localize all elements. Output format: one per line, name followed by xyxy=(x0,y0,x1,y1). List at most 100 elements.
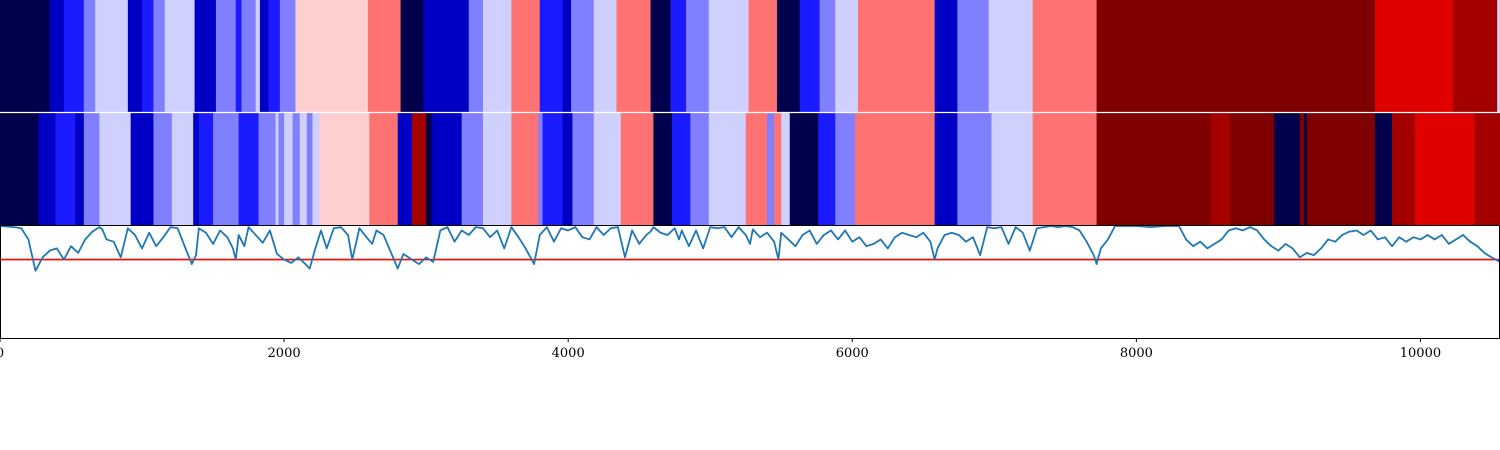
ground-truth-segments-segment-19 xyxy=(400,0,424,112)
predicted-strip xyxy=(0,111,1500,225)
predicted-segments-segment-13 xyxy=(238,113,259,225)
ground-truth-segments-segment-4 xyxy=(95,0,129,112)
predicted-segments-segment-9 xyxy=(171,113,194,225)
ground-truth-segments-segment-32 xyxy=(708,0,749,112)
x-tick-label-3: 6000 xyxy=(836,346,869,361)
predicted-segments-segment-21 xyxy=(312,113,320,225)
predicted-segments-segment-3 xyxy=(75,113,85,225)
ground-truth-segments-segment-26 xyxy=(571,0,595,112)
ground-truth-segments-segment-35 xyxy=(799,0,821,112)
ground-truth-segments-segment-6 xyxy=(142,0,154,112)
predicted-segments-segment-0 xyxy=(0,113,39,225)
predicted-segments-segment-32 xyxy=(542,113,563,225)
predicted-segments-segment-46 xyxy=(818,113,836,225)
predicted-segments-segment-38 xyxy=(671,113,691,225)
ground-truth-segments-segment-30 xyxy=(670,0,687,112)
ground-truth-segments-segment-28 xyxy=(616,0,651,112)
predicted-segments-segment-2 xyxy=(55,113,76,225)
predicted-segments-segment-33 xyxy=(562,113,573,225)
predicted-segments-segment-37 xyxy=(653,113,673,225)
ground-truth-segments-segment-43 xyxy=(1096,0,1376,112)
ground-truth-segments-segment-36 xyxy=(819,0,836,112)
ground-truth-segments-segment-0 xyxy=(0,0,51,112)
predicted-segments-segment-29 xyxy=(482,113,512,225)
predicted-segments-segment-50 xyxy=(957,113,992,225)
predicted-segments-segment-40 xyxy=(708,113,747,225)
ground-truth-segments-segment-5 xyxy=(127,0,143,112)
ground-truth-segments-segment-27 xyxy=(593,0,617,112)
ground-truth-segments-segment-11 xyxy=(235,0,242,112)
x-tick-label-5: 10000 xyxy=(1400,346,1441,361)
ground-truth-strip xyxy=(0,0,1500,112)
predicted-segments-segment-36 xyxy=(620,113,654,225)
ground-truth-segments-segment-33 xyxy=(748,0,778,112)
ground-truth-segments-segment-15 xyxy=(268,0,281,112)
predicted-segments-segment-51 xyxy=(991,113,1034,225)
ground-truth-segments-segment-2 xyxy=(63,0,85,112)
predicted-segments-segment-39 xyxy=(690,113,710,225)
predicted-segments-segment-61 xyxy=(1392,113,1416,225)
predicted-segments-segment-24 xyxy=(397,113,413,225)
predicted-segments-segment-5 xyxy=(99,113,103,225)
predicted-segments-segment-52 xyxy=(1032,113,1097,225)
ground-truth-segments-segment-9 xyxy=(194,0,217,112)
x-tick-label-2: 4000 xyxy=(552,346,585,361)
predicted-segments-segment-26 xyxy=(426,113,433,225)
ground-truth-segments-segment-38 xyxy=(857,0,936,112)
ground-truth-segments-segment-7 xyxy=(153,0,166,112)
predicted-segments-segment-44 xyxy=(781,113,791,225)
predicted-segments-segment-47 xyxy=(835,113,856,225)
predicted-segments-segment-43 xyxy=(774,113,782,225)
predicted-segments-segment-10 xyxy=(193,113,200,225)
predicted-segments-segment-35 xyxy=(593,113,622,225)
ground-truth-segments-segment-3 xyxy=(83,0,96,112)
ground-truth-segments-segment-40 xyxy=(957,0,990,112)
predicted-segments-segment-7 xyxy=(130,113,154,225)
predicted-segments-segment-55 xyxy=(1230,113,1275,225)
signal-line xyxy=(0,225,1500,272)
predicted-segments-segment-30 xyxy=(511,113,539,225)
predicted-segments-segment-19 xyxy=(299,113,308,225)
ground-truth-segments-segment-22 xyxy=(482,0,512,112)
predicted-segments-segment-20 xyxy=(306,113,313,225)
ground-truth-segments-segment-42 xyxy=(1032,0,1097,112)
ground-truth-segments-segment-21 xyxy=(468,0,484,112)
predicted-segments-segment-57 xyxy=(1299,113,1305,225)
predicted-segments-segment-6 xyxy=(102,113,132,225)
ground-truth-segments-segment-41 xyxy=(988,0,1034,112)
ground-truth-segments-segment-8 xyxy=(164,0,195,112)
ground-truth-segments-segment-1 xyxy=(49,0,65,112)
ground-truth-segments-segment-18 xyxy=(367,0,401,112)
predicted-segments-segment-56 xyxy=(1274,113,1301,225)
predicted-segments-segment-48 xyxy=(855,113,936,225)
ground-truth-segments-segment-23 xyxy=(511,0,541,112)
x-tick-label-1: 2000 xyxy=(268,346,301,361)
predicted-segments-segment-60 xyxy=(1375,113,1393,225)
ground-truth-segments-segment-24 xyxy=(539,0,563,112)
predicted-segments-segment-25 xyxy=(411,113,427,225)
ground-truth-segments-segment-14 xyxy=(259,0,269,112)
ground-truth-segments-segment-34 xyxy=(776,0,801,112)
predicted-segments-segment-1 xyxy=(38,113,56,225)
predicted-segments-segment-22 xyxy=(319,113,370,225)
ground-truth-segments-segment-44 xyxy=(1375,0,1454,112)
predicted-segments-segment-54 xyxy=(1210,113,1231,225)
predicted-segments-segment-58 xyxy=(1303,113,1308,225)
predicted-segments-segment-27 xyxy=(431,113,463,225)
ground-truth-segments-segment-12 xyxy=(241,0,257,112)
predicted-segments-segment-62 xyxy=(1414,113,1475,225)
ground-truth-segments-segment-17 xyxy=(295,0,369,112)
predicted-segments-segment-31 xyxy=(538,113,544,225)
predicted-segments-segment-16 xyxy=(278,113,285,225)
predicted-segments-segment-18 xyxy=(292,113,301,225)
predicted-segments-segment-41 xyxy=(745,113,768,225)
x-axis: 0 2000 4000 6000 8000 10000 xyxy=(0,338,1441,361)
predicted-segments-segment-59 xyxy=(1306,113,1376,225)
ground-truth-segments-segment-37 xyxy=(835,0,859,112)
predicted-segments-segment-49 xyxy=(934,113,958,225)
ground-truth-segments-segment-20 xyxy=(423,0,470,112)
predicted-segments-segment-63 xyxy=(1474,113,1500,225)
ground-truth-segments-segment-31 xyxy=(686,0,710,112)
predicted-segments-segment-8 xyxy=(153,113,173,225)
